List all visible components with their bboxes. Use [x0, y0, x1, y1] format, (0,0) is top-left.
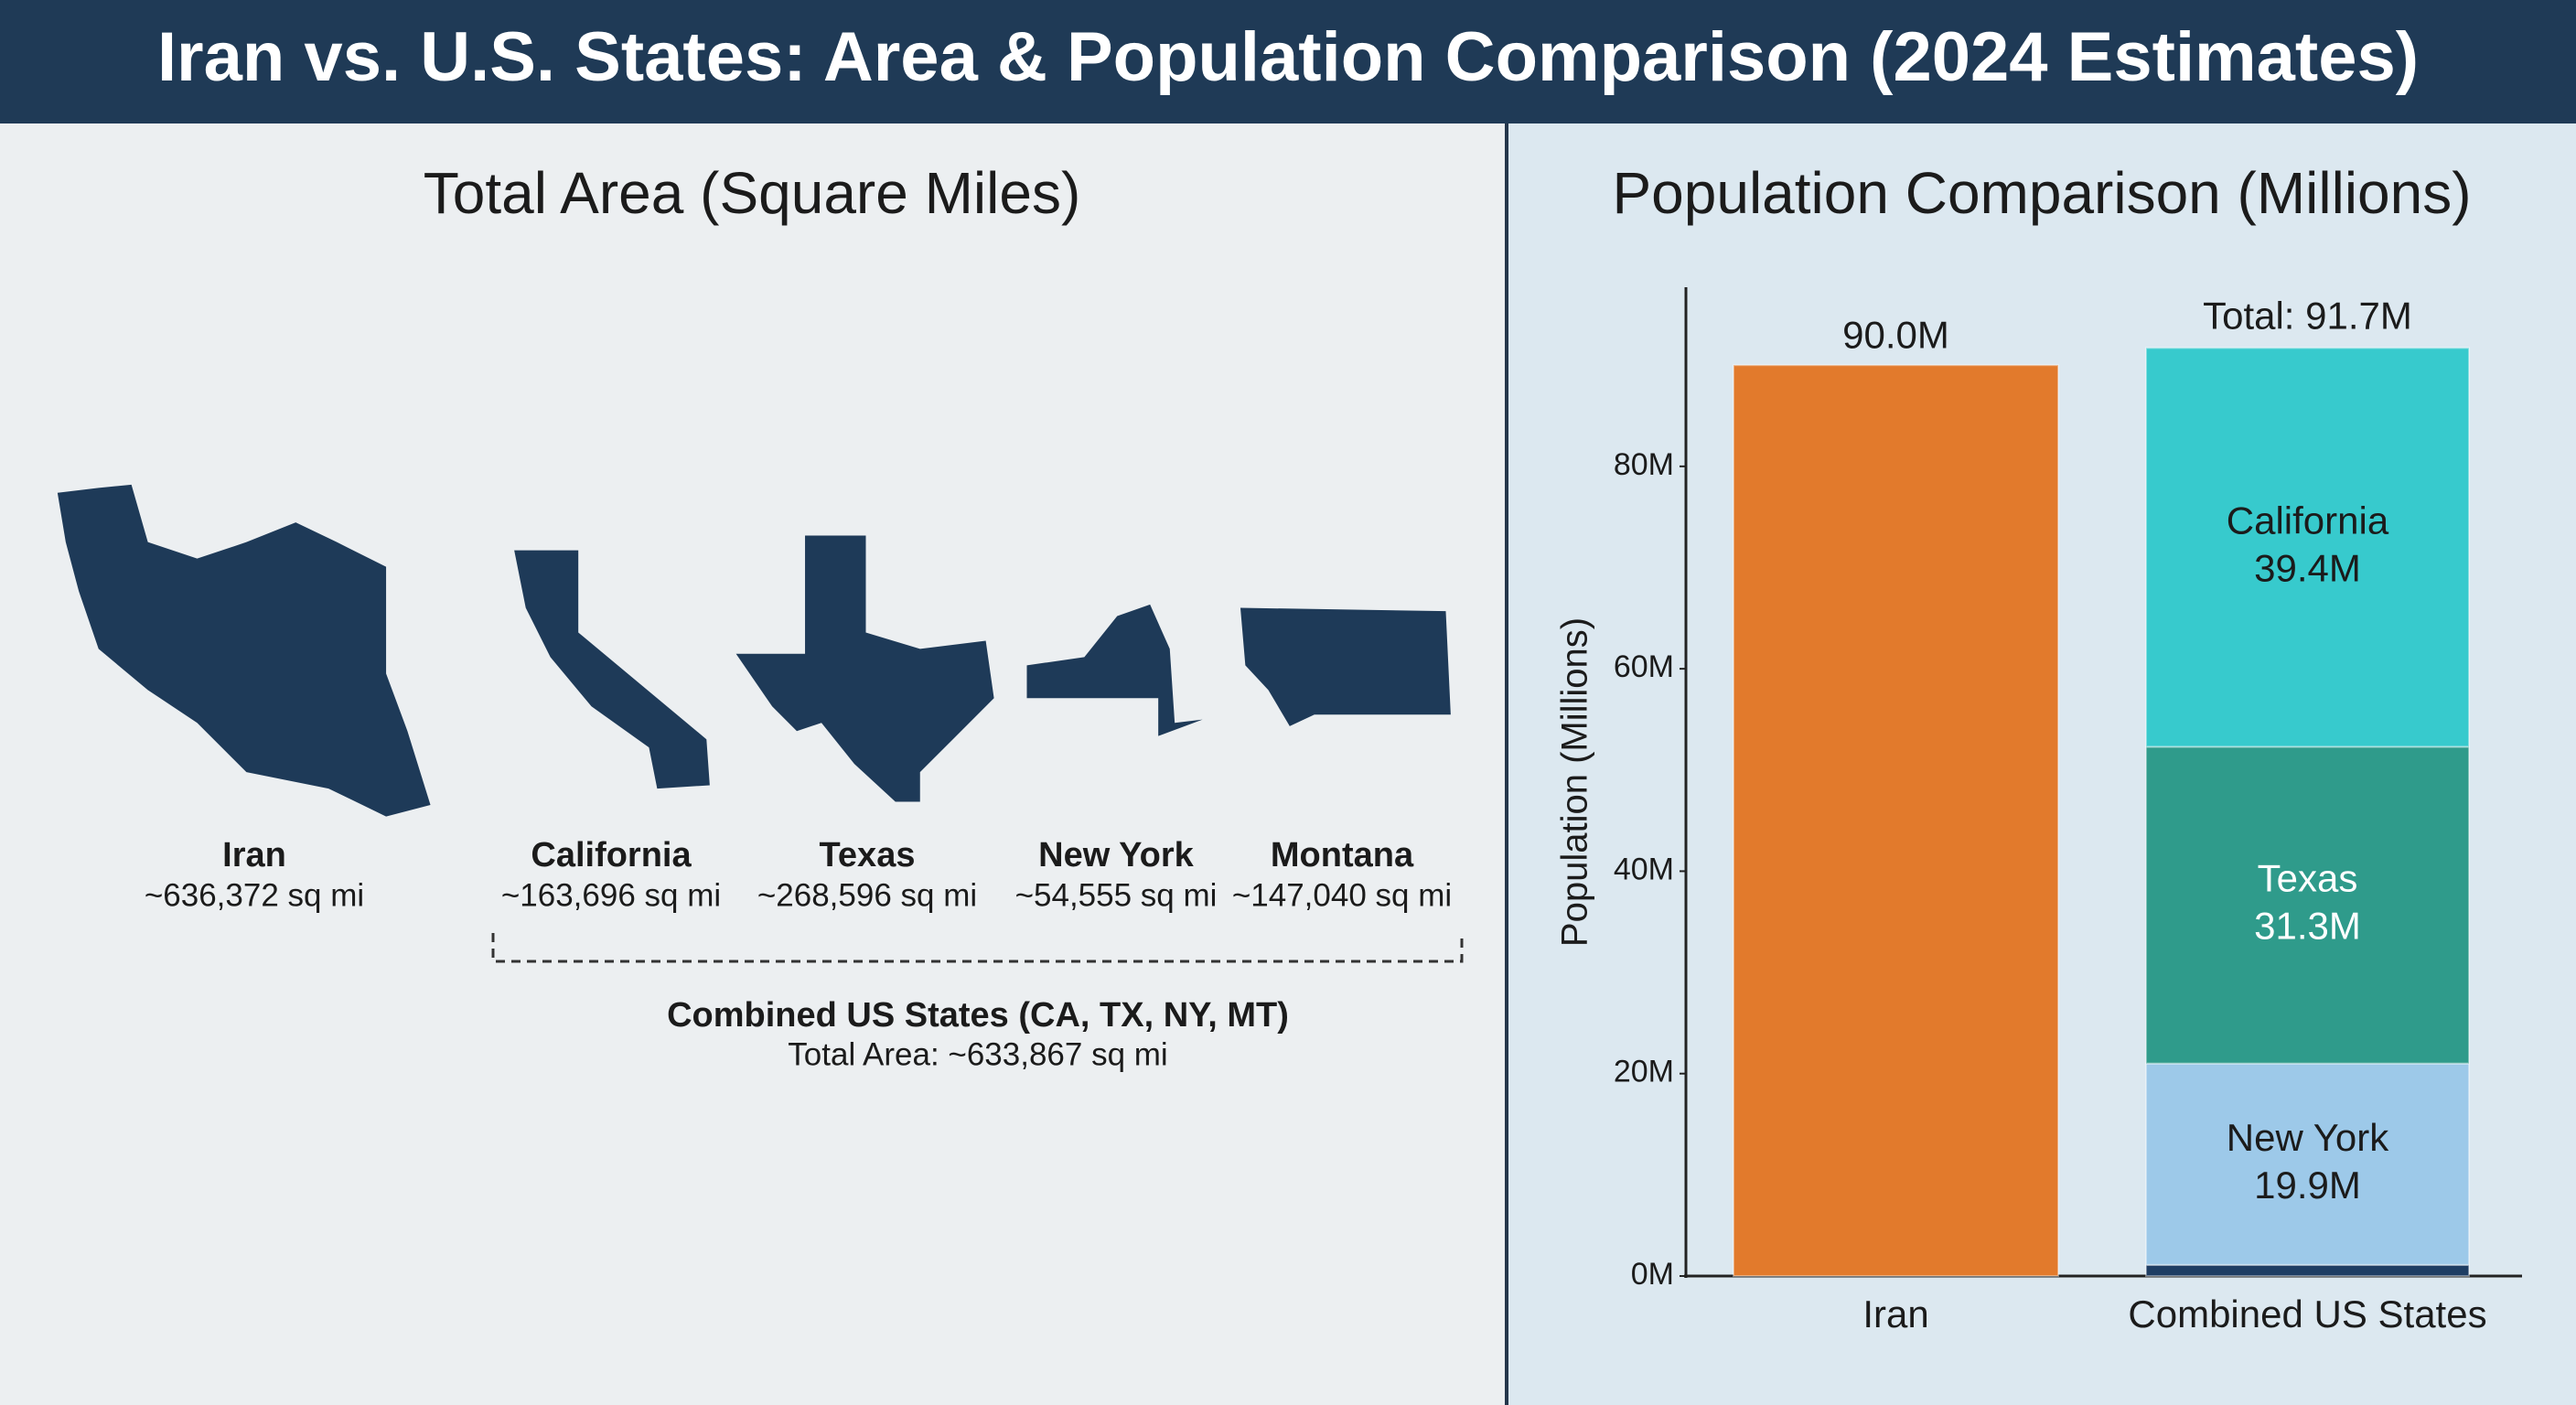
segment-name: California	[2227, 499, 2389, 542]
y-tick-label: 20M	[1614, 1055, 1674, 1089]
combined-title: Combined US States (CA, TX, NY, MT)	[667, 996, 1289, 1035]
y-tick-label: 60M	[1614, 649, 1674, 684]
region-area: ~268,596 sq mi	[757, 877, 977, 913]
montana-shape	[1240, 607, 1451, 726]
segment-value: 19.9M	[2254, 1164, 2361, 1207]
region-name: New York	[1038, 836, 1195, 874]
combined-bracket	[491, 933, 1464, 963]
new-york-shape	[1026, 604, 1203, 736]
texas-shape	[735, 535, 994, 802]
area-title: Total Area (Square Miles)	[424, 160, 1081, 226]
segment-value: 31.3M	[2254, 905, 2361, 948]
combined-total: Total Area: ~633,867 sq mi	[788, 1036, 1167, 1072]
total-label: Total: 91.7M	[2203, 294, 2412, 337]
y-axis-label: Population (Millions)	[1555, 617, 1595, 947]
y-tick-label: 80M	[1614, 447, 1674, 482]
iran-shape	[57, 484, 431, 817]
bar-segment	[1733, 364, 2059, 1277]
region-area: ~163,696 sq mi	[501, 877, 721, 913]
region-name: Texas	[820, 836, 916, 874]
x-tick-label: Iran	[1862, 1292, 1928, 1335]
y-tick-label: 40M	[1614, 852, 1674, 886]
chart-area: 0M 20M 40M 60M 80M Iran 90.0M Combined US State…	[1614, 294, 2487, 1335]
segment-name: Texas	[2258, 857, 2358, 900]
region-area: ~147,040 sq mi	[1232, 877, 1452, 913]
region-area: ~54,555 sq mi	[1015, 877, 1218, 913]
value-label: 90.0M	[1842, 313, 1949, 356]
bar-segment	[2145, 347, 2470, 748]
bar-segment	[2145, 1062, 2470, 1266]
segment-name: New York	[2227, 1116, 2389, 1159]
region-labels: Iran~636,372 sq mi California~163,696 sq …	[145, 836, 1452, 913]
region-area: ~636,372 sq mi	[145, 877, 364, 913]
header-title: Iran vs. U.S. States: Area & Population …	[157, 18, 2419, 96]
region-shapes	[57, 484, 1451, 817]
header-bar	[0, 0, 2576, 123]
bar-segment	[2145, 1263, 2470, 1278]
x-tick-label: Combined US States	[2128, 1292, 2486, 1335]
region-name: Iran	[222, 836, 286, 874]
segment-value: 39.4M	[2254, 546, 2361, 589]
region-name: California	[531, 836, 692, 874]
california-shape	[514, 550, 710, 789]
y-tick-label: 0M	[1631, 1257, 1674, 1292]
region-name: Montana	[1271, 836, 1414, 874]
bar-segment	[2145, 745, 2470, 1065]
chart-title: Population Comparison (Millions)	[1612, 160, 2471, 226]
